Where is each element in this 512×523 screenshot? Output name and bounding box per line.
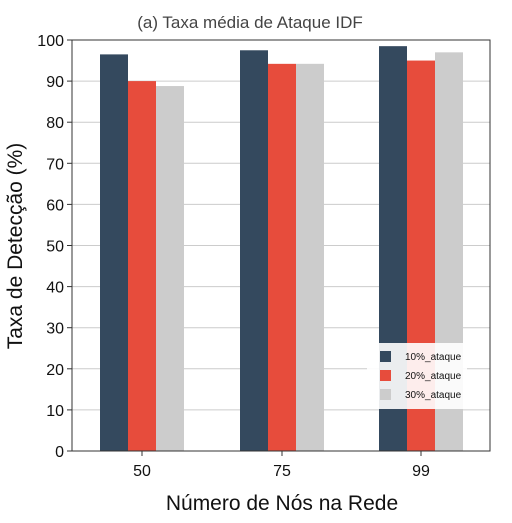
- y-tick-label: 90: [46, 74, 64, 91]
- bar-20%_ataque-50: [128, 81, 156, 451]
- legend-swatch: [380, 351, 391, 362]
- legend-box: [367, 343, 467, 409]
- bar-30%_ataque-50: [156, 86, 184, 452]
- y-tick-label: 70: [46, 156, 64, 173]
- bar-10%_ataque-75: [240, 50, 268, 452]
- y-tick-label: 100: [37, 33, 64, 50]
- y-tick-label: 10: [46, 403, 64, 420]
- legend-label: 10%_ataque: [405, 352, 462, 363]
- legend-label: 20%_ataque: [405, 371, 462, 382]
- y-tick-label: 20: [46, 362, 64, 379]
- x-axis-label: Número de Nós na Rede: [166, 492, 398, 515]
- legend-swatch: [380, 389, 391, 400]
- bar-30%_ataque-75: [296, 63, 324, 451]
- bar-10%_ataque-50: [100, 54, 128, 451]
- y-axis-ticks: 0 10 20 30 40 50 60 70 80 90 100: [37, 33, 72, 461]
- legend-swatch: [380, 370, 391, 381]
- x-tick-label: 75: [273, 463, 291, 480]
- y-tick-label: 50: [46, 239, 64, 256]
- bar-20%_ataque-75: [268, 63, 296, 451]
- legend-label: 30%_ataque: [405, 390, 462, 401]
- y-tick-label: 80: [46, 115, 64, 132]
- x-tick-label: 50: [133, 463, 151, 480]
- x-axis-ticks: 50 75 99: [133, 451, 430, 480]
- x-tick-label: 99: [412, 463, 430, 480]
- y-tick-label: 60: [46, 197, 64, 214]
- y-axis-label: Taxa de Detecção (%): [4, 143, 27, 350]
- y-tick-label: 30: [46, 321, 64, 338]
- chart-title: (a) Taxa média de Ataque IDF: [137, 13, 363, 32]
- y-tick-label: 0: [55, 444, 64, 461]
- y-tick-label: 40: [46, 280, 64, 297]
- legend: 10%_ataque 20%_ataque 30%_ataque: [367, 343, 467, 409]
